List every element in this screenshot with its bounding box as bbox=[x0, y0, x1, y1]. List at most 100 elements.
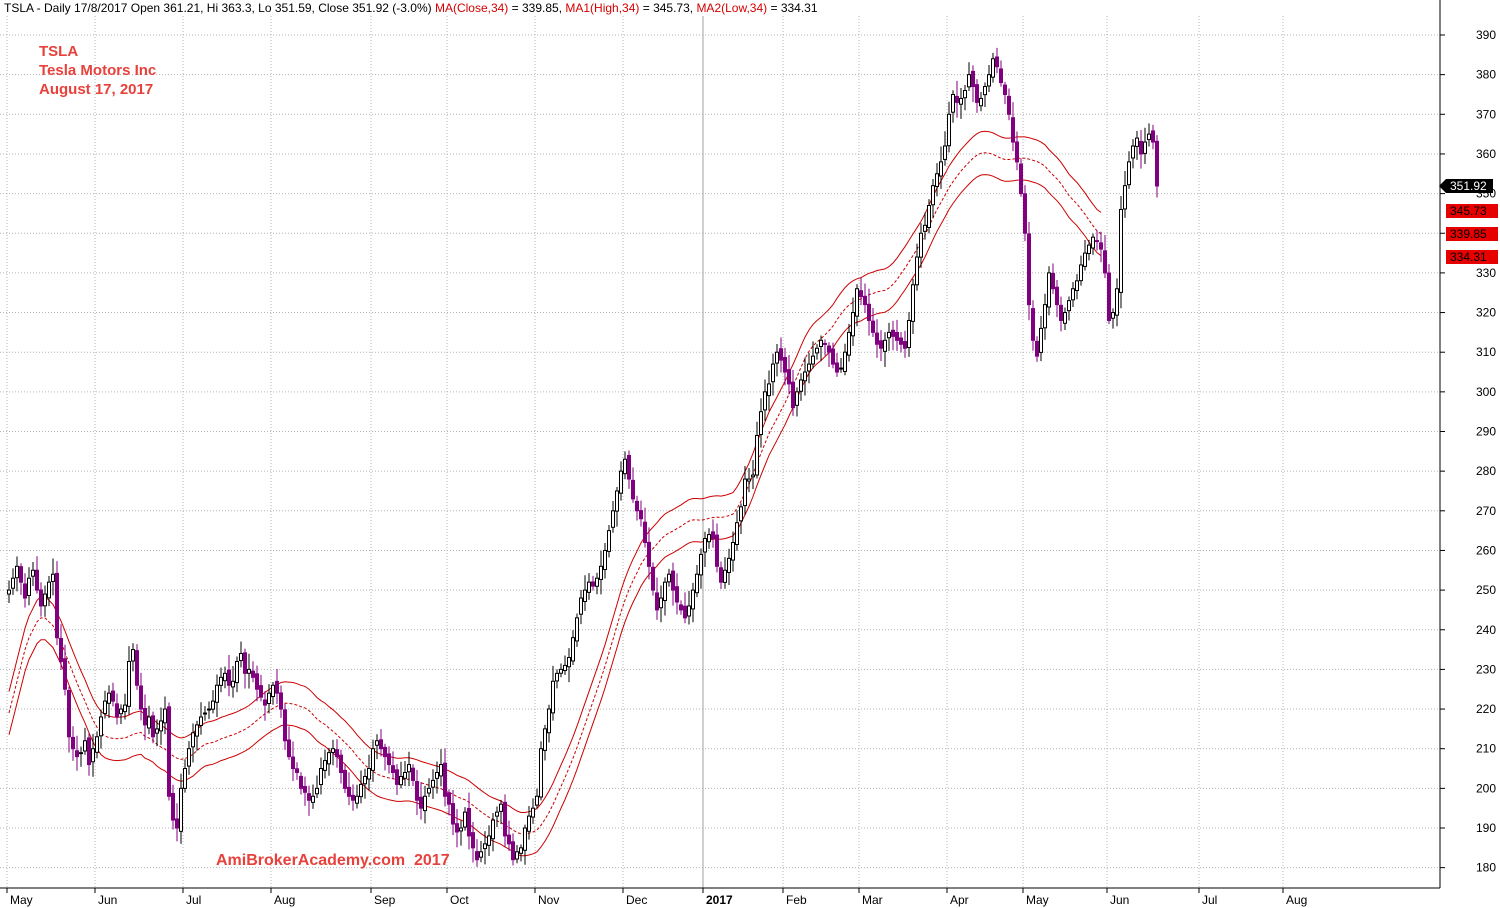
ma2-price-tag-text: 334.31 bbox=[1450, 250, 1487, 264]
candle-body bbox=[171, 792, 175, 821]
candle-body bbox=[287, 739, 291, 758]
candle-body bbox=[35, 569, 39, 591]
ma2-price-tag bbox=[1446, 250, 1498, 264]
candle-body bbox=[1031, 308, 1035, 341]
candle-body bbox=[967, 74, 971, 88]
candle-body bbox=[463, 811, 467, 828]
candle-body bbox=[787, 369, 791, 385]
candle-body bbox=[1007, 95, 1011, 115]
candle-body bbox=[1043, 304, 1047, 329]
candle-body bbox=[855, 288, 859, 317]
candle-body bbox=[983, 86, 987, 96]
candle-body bbox=[255, 673, 259, 690]
candle-body bbox=[743, 478, 747, 507]
candle-body bbox=[283, 709, 287, 742]
candle-body bbox=[671, 570, 675, 591]
candle-body bbox=[655, 592, 659, 611]
candle-body bbox=[895, 331, 899, 341]
candle-body bbox=[695, 573, 699, 594]
candle-body bbox=[1147, 133, 1151, 141]
candle-body bbox=[71, 736, 75, 750]
candle-body bbox=[299, 775, 303, 789]
candle-body bbox=[383, 746, 387, 758]
candle-body bbox=[267, 692, 271, 705]
x-tick-label: May bbox=[10, 893, 33, 907]
x-tick-label: Jun bbox=[98, 893, 117, 907]
candle-body bbox=[879, 340, 883, 349]
candle-body bbox=[559, 668, 563, 674]
candle-body bbox=[523, 827, 527, 851]
candle-body bbox=[31, 569, 35, 577]
candle-body bbox=[631, 479, 635, 500]
candle-body bbox=[127, 660, 131, 707]
candle-body bbox=[651, 566, 655, 591]
candle-body bbox=[1055, 286, 1059, 306]
candle-body bbox=[971, 70, 975, 88]
candle-body bbox=[191, 732, 195, 748]
x-tick-label: Apr bbox=[950, 893, 969, 907]
candle-body bbox=[407, 764, 411, 773]
candle-body bbox=[203, 712, 207, 715]
y-tick-label: 230 bbox=[1476, 662, 1496, 676]
candle-body bbox=[279, 692, 283, 710]
x-tick-label: Aug bbox=[1286, 893, 1307, 907]
candle-body bbox=[59, 637, 63, 662]
y-tick-label: 280 bbox=[1476, 464, 1496, 478]
candle-body bbox=[635, 500, 639, 512]
candle-body bbox=[607, 530, 611, 552]
candle-body bbox=[471, 832, 475, 849]
candle-body bbox=[1119, 208, 1123, 293]
candle-body bbox=[719, 567, 723, 583]
y-tick-label: 180 bbox=[1476, 861, 1496, 875]
candle-body bbox=[1127, 161, 1131, 186]
candle-body bbox=[1051, 272, 1055, 290]
candle-body bbox=[227, 669, 231, 686]
candle-body bbox=[975, 84, 979, 103]
candle-body bbox=[327, 752, 331, 765]
candle-body bbox=[27, 577, 31, 596]
candle-body bbox=[799, 379, 803, 392]
info-date: August 17, 2017 bbox=[39, 81, 154, 98]
candle-body bbox=[1047, 272, 1051, 308]
candle-body bbox=[551, 680, 555, 714]
candle-body bbox=[111, 690, 115, 702]
candle-body bbox=[663, 581, 667, 601]
ma2-label: MA2(Low,34) bbox=[696, 1, 768, 15]
candle-body bbox=[507, 834, 511, 845]
candle-body bbox=[835, 362, 839, 373]
candle-body bbox=[155, 728, 159, 734]
candles bbox=[7, 47, 1159, 867]
candle-body bbox=[435, 771, 439, 779]
candle-body bbox=[1015, 141, 1019, 163]
candle-body bbox=[1103, 250, 1107, 274]
y-tick-label: 360 bbox=[1476, 147, 1496, 161]
candle-body bbox=[443, 762, 447, 797]
candle-body bbox=[415, 781, 419, 801]
candle-body bbox=[707, 534, 711, 543]
candle-body bbox=[887, 331, 891, 339]
x-tick-label: Aug bbox=[274, 893, 295, 907]
candle-body bbox=[851, 312, 855, 337]
candle-body bbox=[143, 707, 147, 726]
candle-body bbox=[563, 664, 567, 672]
y-tick-label: 250 bbox=[1476, 583, 1496, 597]
candle-body bbox=[915, 256, 919, 286]
candle-body bbox=[827, 345, 831, 353]
candle-body bbox=[355, 795, 359, 804]
candle-body bbox=[923, 224, 927, 232]
candle-body bbox=[919, 232, 923, 258]
candle-body bbox=[951, 93, 955, 113]
ma-low-line bbox=[8, 174, 1102, 857]
candle-body bbox=[943, 145, 947, 160]
candle-body bbox=[199, 716, 203, 726]
candle-body bbox=[599, 565, 603, 580]
candle-body bbox=[239, 653, 243, 662]
price-tags: 351.92 345.73 339.85 334.31 bbox=[1439, 178, 1498, 264]
candle-body bbox=[931, 185, 935, 206]
candle-body bbox=[667, 573, 671, 583]
candle-body bbox=[215, 684, 219, 703]
header-prefix: TSLA - Daily 17/8/2017 Open 361.21, Hi 3… bbox=[4, 1, 432, 15]
candle-body bbox=[259, 685, 263, 698]
candle-body bbox=[75, 750, 79, 758]
